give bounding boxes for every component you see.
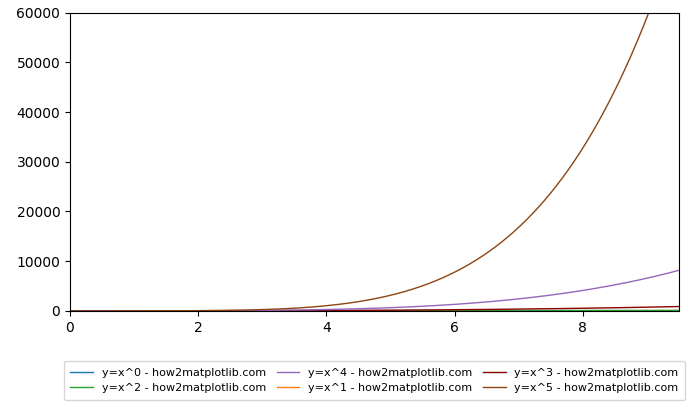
Legend: y=x^0 - how2matplotlib.com, y=x^2 - how2matplotlib.com, y=x^4 - how2matplotlib.c: y=x^0 - how2matplotlib.com, y=x^2 - how2… — [64, 361, 685, 400]
